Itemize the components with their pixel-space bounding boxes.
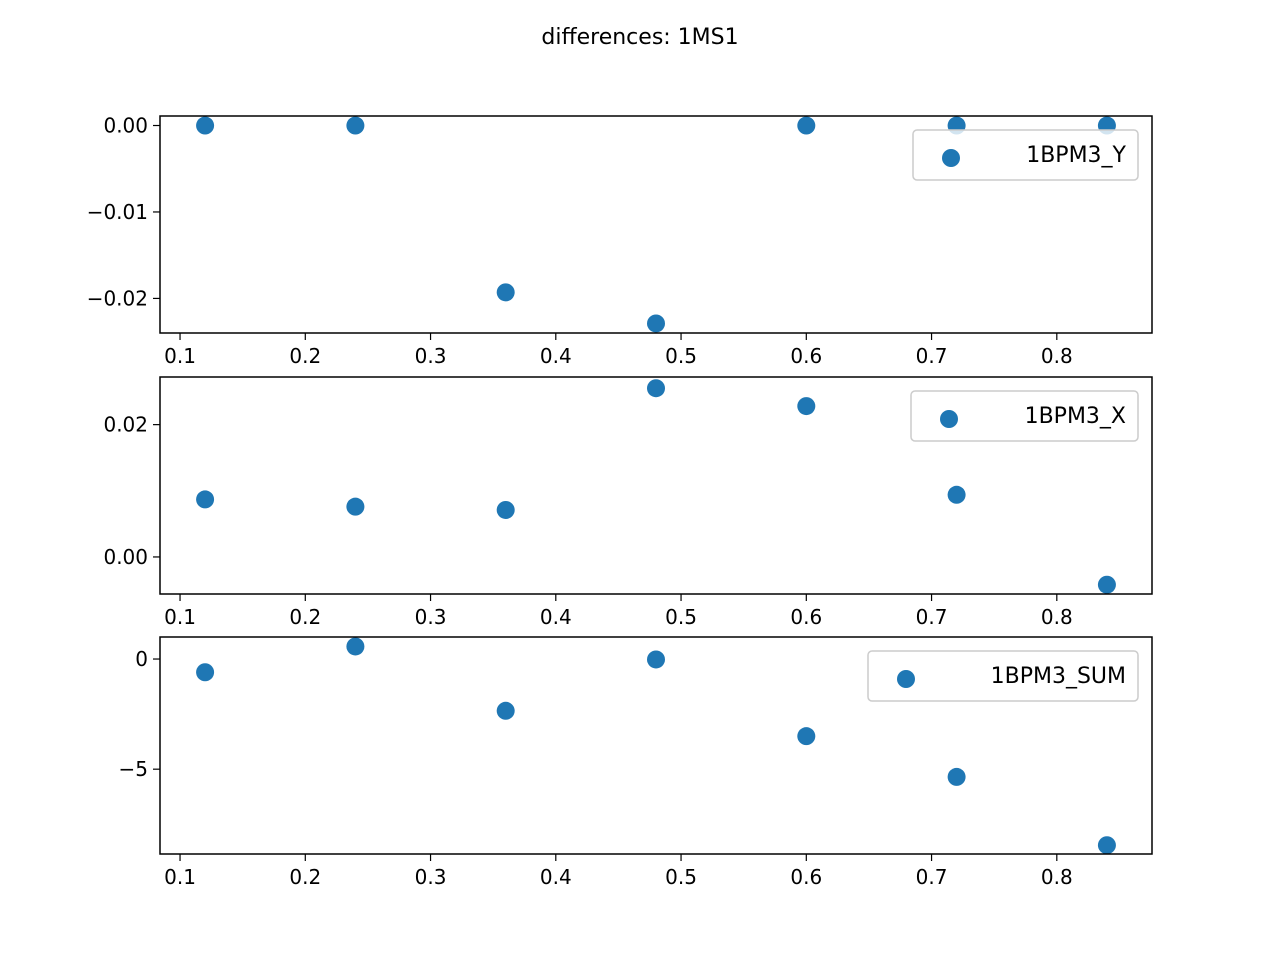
x-tick-label: 0.7 — [916, 865, 948, 889]
data-point — [797, 116, 816, 135]
legend: 1BPM3_X — [910, 390, 1139, 442]
x-tick-label: 0.4 — [540, 344, 572, 368]
legend-label: 1BPM3_Y — [1026, 143, 1126, 168]
legend-box — [910, 390, 1139, 442]
x-tick-label: 0.6 — [790, 865, 822, 889]
y-tick-label: 0 — [135, 647, 148, 671]
data-point — [496, 283, 515, 302]
axes-frame — [159, 636, 1153, 855]
data-point — [346, 497, 365, 516]
legend-box — [867, 650, 1139, 702]
legend-marker — [897, 670, 915, 688]
x-tick-label: 0.8 — [1041, 605, 1073, 629]
y-tick-label: 0.02 — [103, 413, 148, 437]
data-point — [1097, 836, 1116, 855]
legend: 1BPM3_SUM — [867, 650, 1139, 702]
data-point — [947, 767, 966, 786]
legend-marker — [942, 149, 960, 167]
y-tick-label: 0.00 — [103, 545, 148, 569]
figure-title: differences: 1MS1 — [541, 25, 738, 50]
x-tick-label: 0.2 — [289, 344, 321, 368]
y-tick-label: 0.00 — [103, 114, 148, 138]
y-tick-label: −5 — [119, 757, 148, 781]
legend: 1BPM3_Y — [912, 129, 1139, 181]
data-point — [196, 490, 215, 509]
x-tick-label: 0.3 — [415, 344, 447, 368]
axes-frame — [159, 376, 1153, 595]
legend-box — [912, 129, 1139, 181]
axes-frame — [159, 115, 1153, 334]
y-tick-label: −0.01 — [87, 200, 148, 224]
x-tick-label: 0.6 — [790, 605, 822, 629]
x-tick-label: 0.5 — [665, 865, 697, 889]
x-tick-label: 0.5 — [665, 605, 697, 629]
x-tick-label: 0.2 — [289, 865, 321, 889]
data-point — [797, 727, 816, 746]
x-tick-label: 0.1 — [164, 344, 196, 368]
y-tick-label: −0.02 — [87, 286, 148, 310]
x-tick-label: 0.5 — [665, 344, 697, 368]
subplot-3: 0.1 0.2 0.3 0.4 0.5 0.6 0.7 0.8 0 −5 1BPM3_SUM — [119, 636, 1153, 889]
x-tick-label: 0.1 — [164, 865, 196, 889]
data-point — [647, 314, 665, 333]
x-tick-label: 0.6 — [790, 344, 822, 368]
x-tick-label: 0.1 — [164, 605, 196, 629]
data-point — [196, 116, 215, 135]
subplot-1: 0.1 0.2 0.3 0.4 0.5 0.6 0.7 0.8 0.00 −0.01 −0.02 1B… — [87, 114, 1153, 368]
data-point — [797, 397, 816, 416]
data-point — [346, 116, 365, 135]
data-point — [1097, 575, 1116, 594]
x-tick-label: 0.3 — [415, 605, 447, 629]
x-tick-label: 0.8 — [1041, 865, 1073, 889]
x-tick-label: 0.4 — [540, 865, 572, 889]
data-point — [196, 663, 215, 682]
x-tick-label: 0.7 — [916, 344, 948, 368]
legend-label: 1BPM3_SUM — [991, 664, 1126, 689]
legend-marker — [940, 410, 958, 428]
x-tick-label: 0.3 — [415, 865, 447, 889]
data-point — [346, 637, 365, 656]
data-point — [647, 650, 665, 669]
data-point — [496, 500, 515, 519]
subplots: 0.1 0.2 0.3 0.4 0.5 0.6 0.7 0.8 0.00 −0.01 −0.02 1B… — [87, 114, 1153, 889]
x-tick-label: 0.2 — [289, 605, 321, 629]
data-point — [947, 485, 966, 504]
x-tick-label: 0.8 — [1041, 344, 1073, 368]
legend-label: 1BPM3_X — [1025, 404, 1126, 429]
x-tick-label: 0.7 — [916, 605, 948, 629]
data-point — [496, 701, 515, 720]
subplot-2: 0.1 0.2 0.3 0.4 0.5 0.6 0.7 0.8 0.02 0.00 1BPM3_X — [103, 376, 1153, 629]
data-point — [647, 379, 665, 398]
x-tick-label: 0.4 — [540, 605, 572, 629]
